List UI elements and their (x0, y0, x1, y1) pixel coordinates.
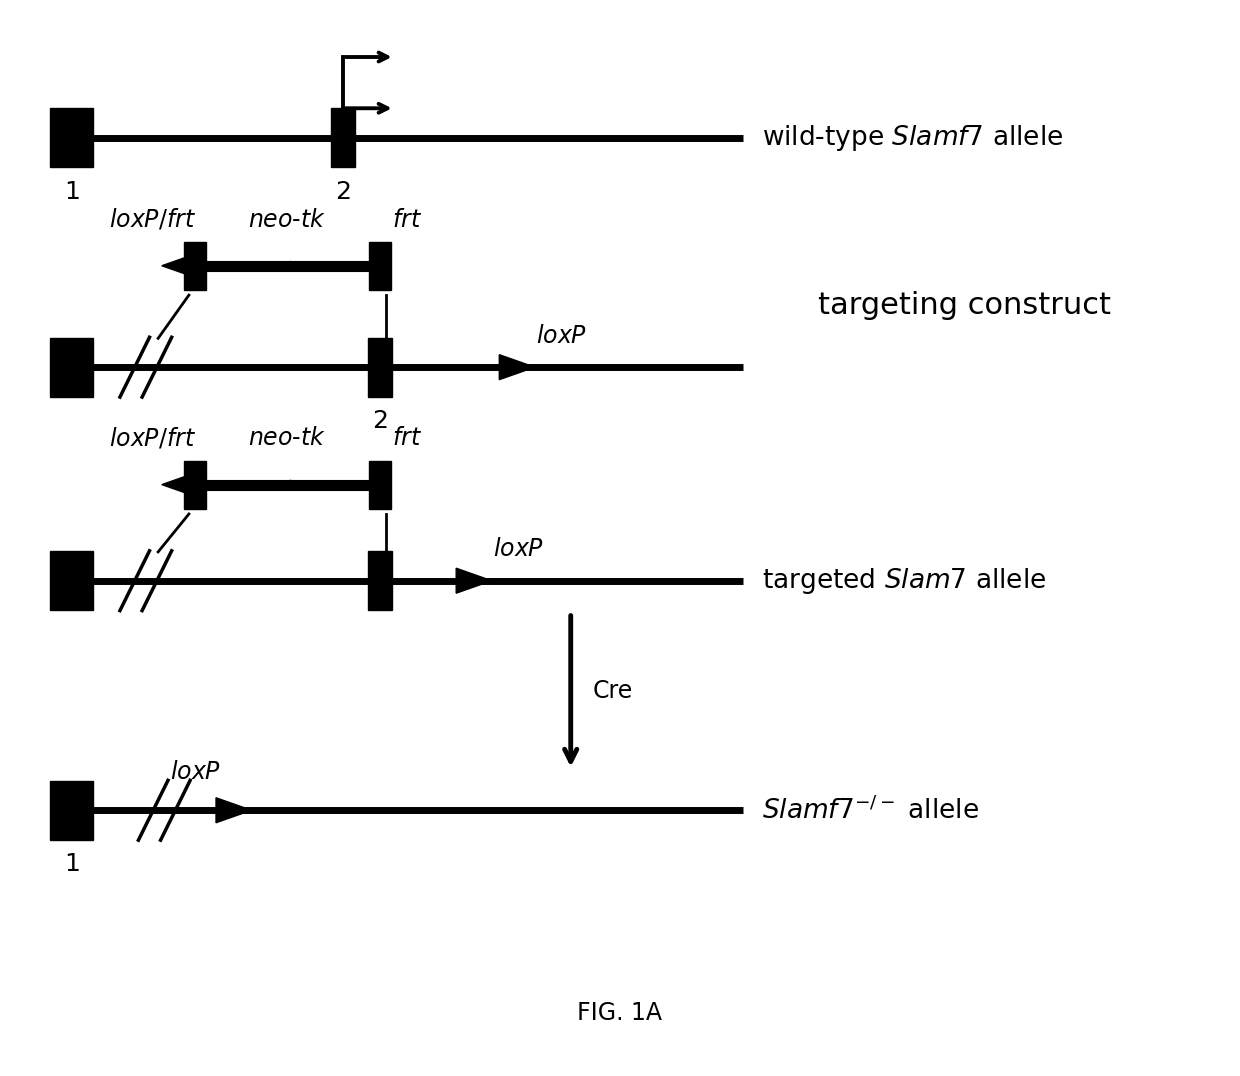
Text: 2: 2 (335, 180, 351, 203)
Text: $\mathit{loxP}$: $\mathit{loxP}$ (494, 538, 544, 562)
Text: $\mathit{loxP}$: $\mathit{loxP}$ (536, 324, 588, 348)
Bar (51, 338, 93, 397)
Text: $\mathit{neo}$-$\mathit{tk}$: $\mathit{neo}$-$\mathit{tk}$ (248, 426, 326, 451)
Text: 1: 1 (64, 180, 79, 203)
Polygon shape (456, 568, 492, 593)
Polygon shape (216, 797, 252, 823)
Text: $\mathit{loxP}$: $\mathit{loxP}$ (170, 760, 222, 783)
Bar (184, 242, 206, 289)
Text: 1: 1 (64, 852, 79, 877)
Text: FIG. 1A: FIG. 1A (578, 1001, 662, 1025)
Bar (51, 109, 93, 167)
Bar (367, 338, 392, 397)
Bar (368, 242, 391, 289)
Polygon shape (161, 252, 201, 280)
Text: $\mathit{frt}$: $\mathit{frt}$ (392, 208, 422, 231)
Text: 2: 2 (372, 409, 388, 434)
Text: $\mathit{loxP/frt}$: $\mathit{loxP/frt}$ (109, 207, 196, 231)
Bar (51, 551, 93, 610)
Bar (367, 551, 392, 610)
Text: targeting construct: targeting construct (818, 292, 1111, 321)
Text: $\mathit{frt}$: $\mathit{frt}$ (392, 426, 422, 451)
Text: targeted $\mathit{Slam7}$ allele: targeted $\mathit{Slam7}$ allele (761, 566, 1047, 596)
Bar (368, 461, 391, 509)
Polygon shape (161, 470, 201, 498)
Text: $\mathit{neo}$-$\mathit{tk}$: $\mathit{neo}$-$\mathit{tk}$ (248, 208, 326, 231)
Polygon shape (500, 355, 534, 380)
Text: Cre: Cre (593, 679, 634, 704)
Bar (184, 461, 206, 509)
Text: $\mathit{Slamf7}^{-/-}$ allele: $\mathit{Slamf7}^{-/-}$ allele (761, 796, 978, 824)
Bar (51, 781, 93, 839)
Bar (331, 109, 355, 167)
Text: wild-type $\mathit{Slamf7}$ allele: wild-type $\mathit{Slamf7}$ allele (761, 123, 1063, 153)
Text: $\mathit{loxP/frt}$: $\mathit{loxP/frt}$ (109, 425, 196, 451)
